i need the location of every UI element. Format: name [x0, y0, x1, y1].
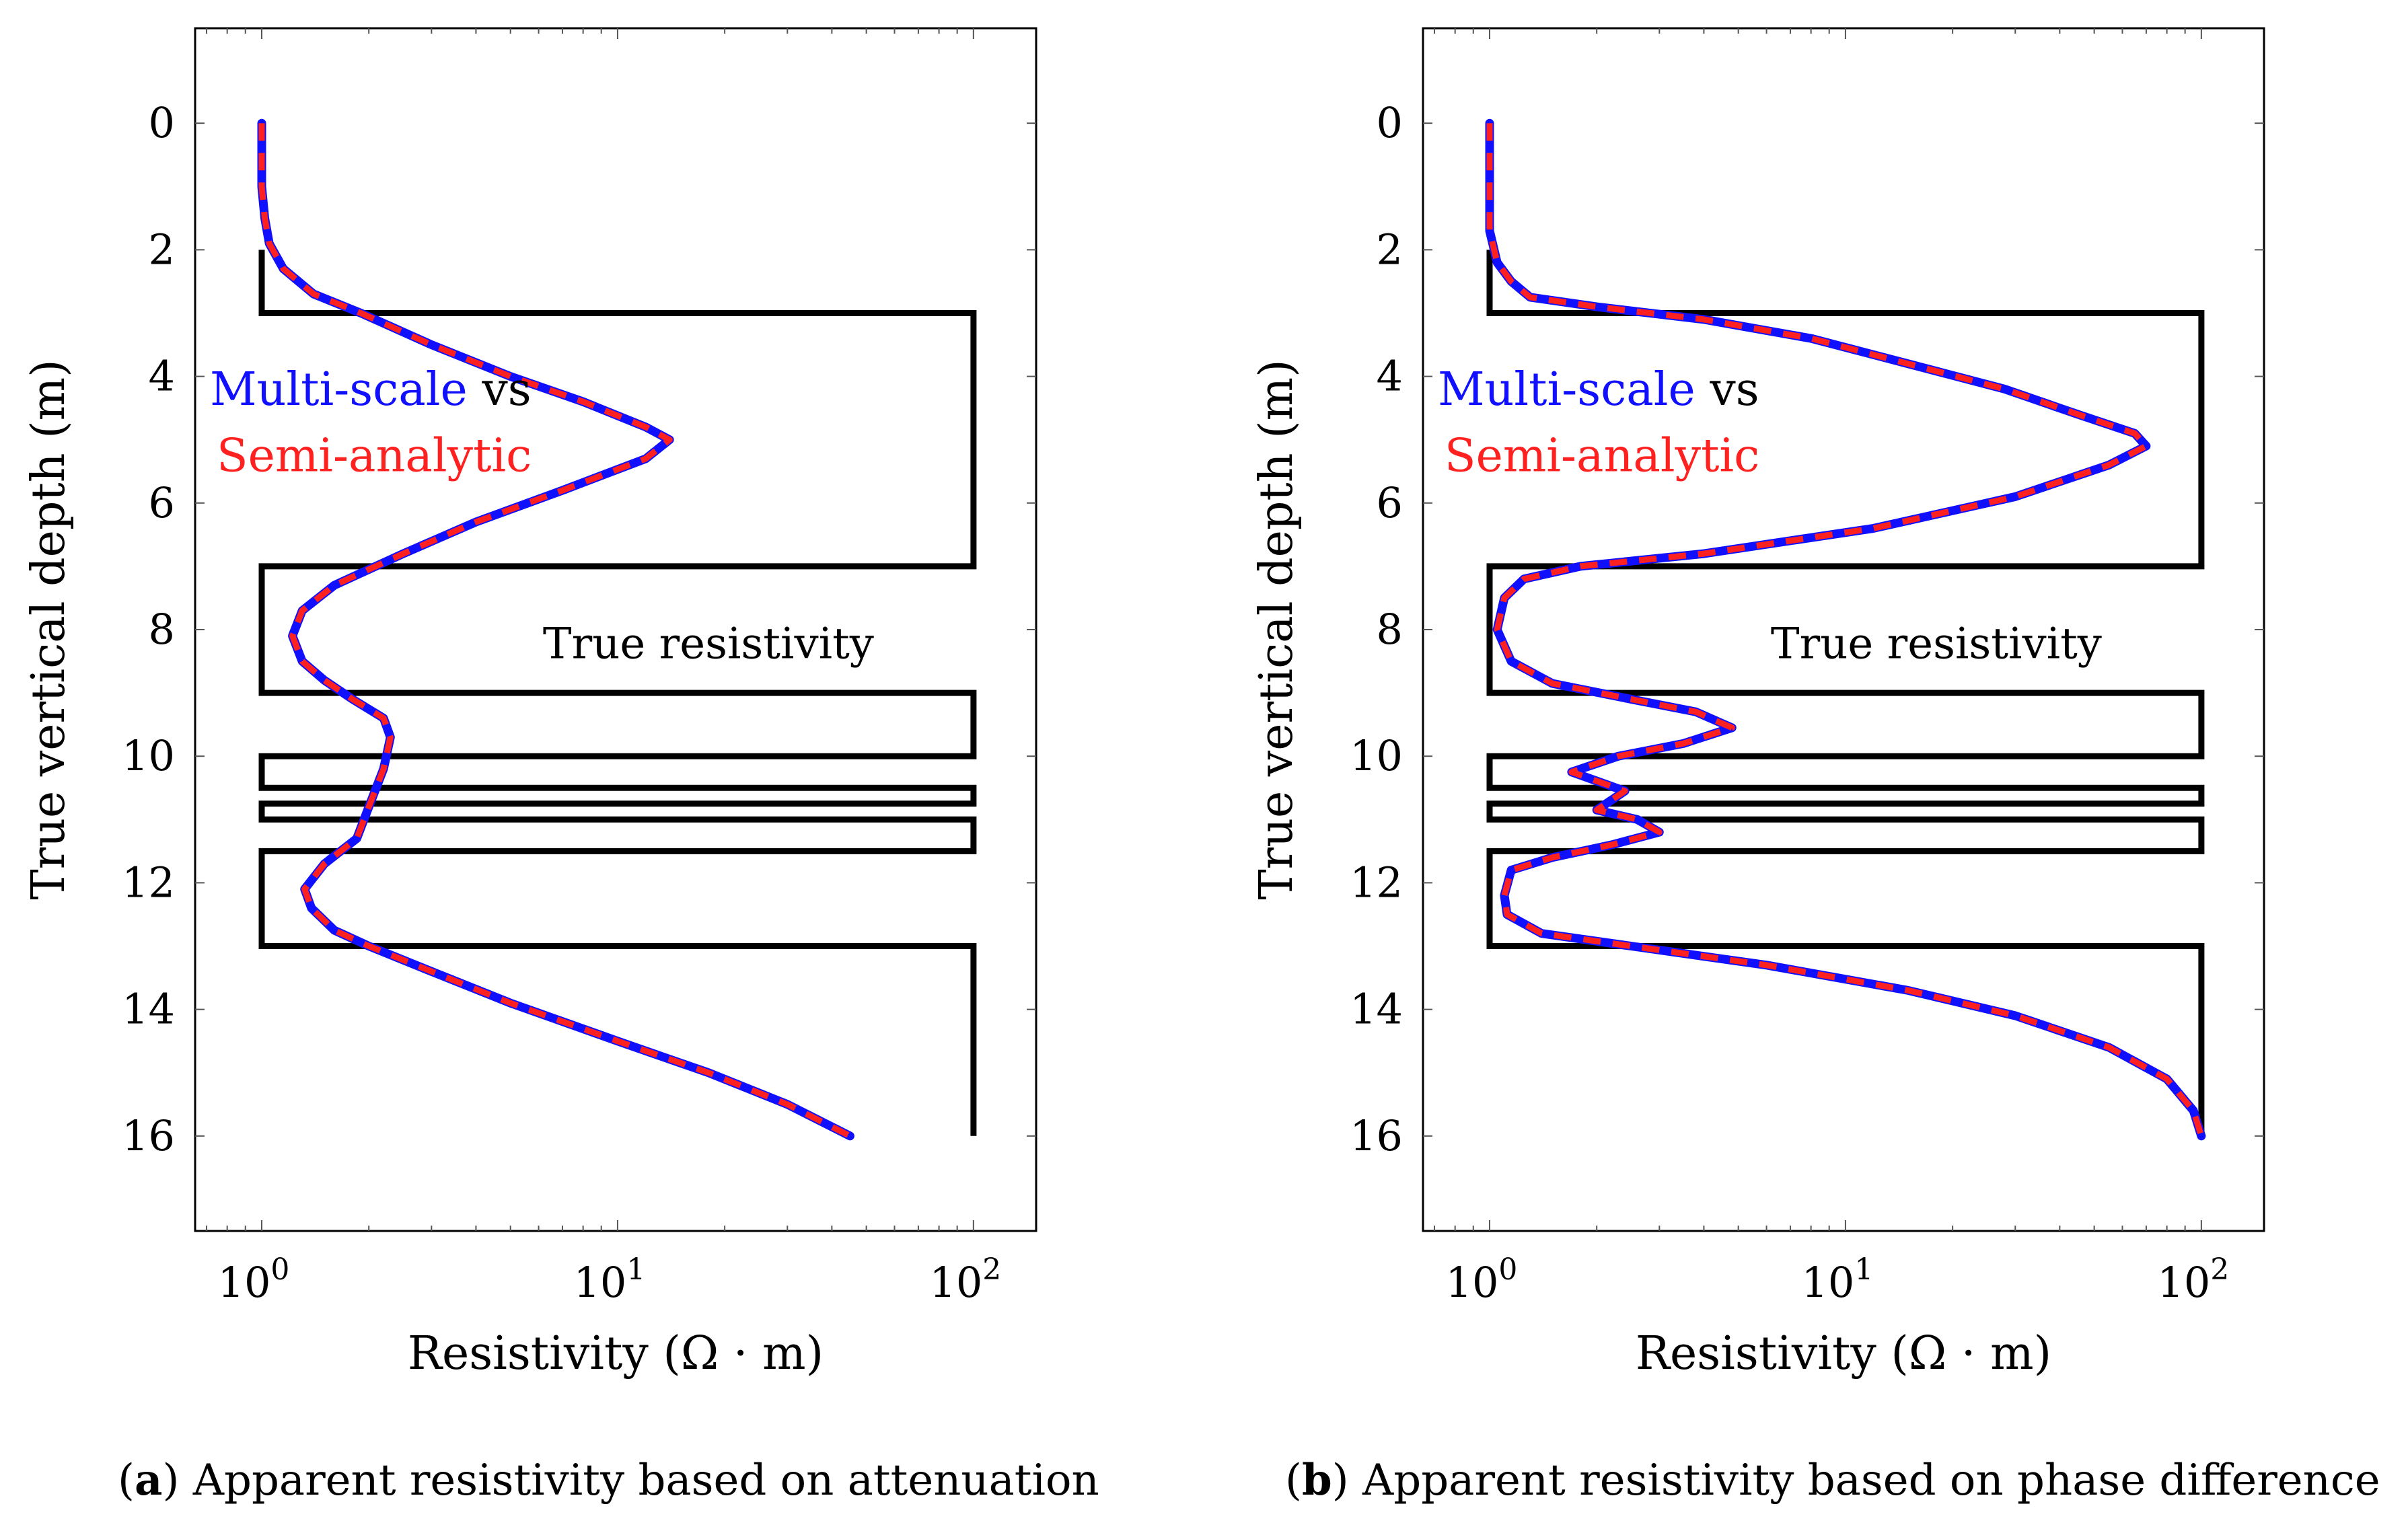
semi-analytic-line	[1486, 123, 2205, 1137]
y-tick-label: 6	[149, 478, 175, 527]
y-tick-label: 8	[149, 605, 175, 654]
x-tick-label: 101	[573, 1252, 645, 1307]
true-resistivity-label: True resistivity	[543, 619, 874, 669]
y-tick-label: 2	[149, 225, 175, 274]
chart-panel-a: 0 2 4 6 8 10 12 14 16 100 101 102 Resistivity (Ω · m…	[22, 27, 1099, 1505]
x-tick-label: 102	[2157, 1252, 2229, 1307]
y-axis-label: True vertical depth (m)	[1250, 359, 1303, 899]
legend-multi-vs: Multi-scale vs	[210, 363, 532, 416]
y-tick-label: 2	[1377, 225, 1403, 274]
x-tick-label: 102	[929, 1252, 1001, 1307]
panel-caption: (a) Apparent resistivity based on attenu…	[118, 1455, 1099, 1505]
y-tick-label: 4	[1377, 352, 1403, 401]
y-tick-label: 10	[1350, 731, 1403, 780]
chart-panel-b: 0 2 4 6 8 10 12 14 16 100 101 102 Resistivity (Ω · m…	[1250, 27, 2380, 1505]
y-tick-label: 14	[1350, 985, 1403, 1034]
y-tick-label: 12	[122, 858, 175, 907]
legend-multi-vs: Multi-scale vs	[1438, 363, 1759, 416]
true-resistivity-label: True resistivity	[1771, 619, 2102, 669]
y-tick-label: 16	[122, 1111, 175, 1160]
y-tick-label: 16	[1350, 1111, 1403, 1160]
y-tick-label: 12	[1350, 858, 1403, 907]
true-resistivity-line	[1486, 250, 2205, 1136]
y-tick-label: 0	[1377, 98, 1403, 147]
legend-semi-analytic: Semi-analytic	[217, 430, 532, 483]
y-tick-label: 8	[1377, 605, 1403, 654]
x-tick-label: 100	[1446, 1252, 1518, 1307]
x-axis-label: Resistivity (Ω · m)	[408, 1327, 824, 1380]
y-tick-label: 0	[149, 98, 175, 147]
x-tick-label: 101	[1801, 1252, 1873, 1307]
x-tick-label: 100	[218, 1252, 290, 1307]
y-axis-label: True vertical depth (m)	[22, 359, 75, 899]
y-tick-label: 14	[122, 985, 175, 1034]
true-resistivity-line	[258, 250, 977, 1136]
legend-semi-analytic: Semi-analytic	[1445, 430, 1759, 483]
y-tick-label: 6	[1377, 478, 1403, 527]
x-axis-label: Resistivity (Ω · m)	[1636, 1327, 2051, 1380]
semi-analytic-line	[258, 123, 852, 1139]
panel-caption: (b) Apparent resistivity based on phase …	[1285, 1455, 2380, 1505]
y-tick-label: 4	[149, 352, 175, 401]
y-tick-label: 10	[122, 731, 175, 780]
